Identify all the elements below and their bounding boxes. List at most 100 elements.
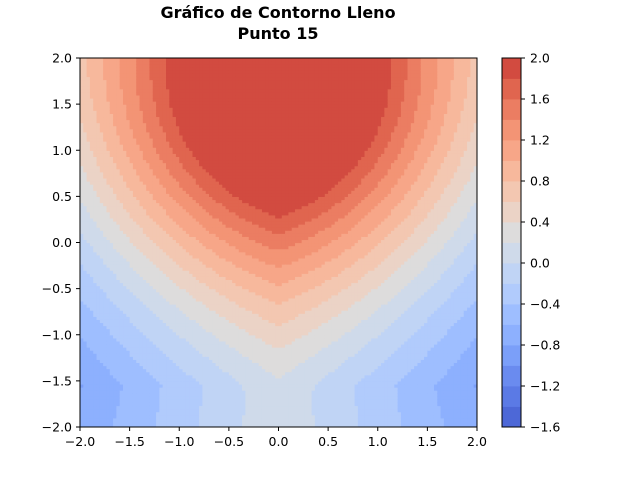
contour-cell [80,184,84,188]
contour-cell [103,411,108,416]
contour-cell [83,79,88,84]
contour-cell [123,368,127,373]
contour-cell [116,85,121,90]
contour-cell [89,137,94,142]
contour-cell [83,70,88,74]
contour-cell [103,193,108,197]
contour-cell [129,393,134,397]
contour-cell [99,134,104,139]
contour-cell [83,393,88,397]
contour-cell [83,257,88,262]
contour-cell [116,356,121,360]
contour-cell [109,107,114,111]
contour-cell [113,113,117,118]
contour-cell [109,101,114,105]
contour-cell [106,110,111,114]
contour-cell [96,350,101,354]
contour-cell [119,334,124,339]
contour-cell [113,171,117,176]
contour-cell [80,310,84,314]
contour-cell [86,165,91,170]
contour-cell [86,110,91,114]
contour-cell [83,264,88,268]
chart-title-line-2: Punto 15 [238,24,319,43]
contour-cell [113,322,117,327]
contour-cell [123,196,127,201]
contour-cell [113,227,117,231]
contour-cell [109,171,114,176]
contour-cell [93,214,98,219]
contour-cell [83,174,88,179]
contour-cell [93,353,98,357]
contour-cell [109,196,114,201]
contour-cell [113,193,117,197]
contour-cell [89,113,94,118]
contour-cell [116,417,121,422]
contour-cell [83,153,88,157]
contour-cell [89,254,94,259]
contour-cell [116,291,121,296]
contour-cell [113,365,117,370]
contour-cell [119,224,124,228]
contour-cell [109,227,114,231]
contour-cell [96,208,101,213]
contour-cell [80,131,84,136]
contour-cell [99,236,104,241]
contour-cell [83,97,88,102]
contour-cell [129,214,134,219]
contour-cell [106,137,111,142]
contour-cell [106,82,111,87]
contour-cell [103,116,108,121]
contour-cell [126,380,131,385]
contour-cell [80,202,84,207]
contour-cell [132,267,137,271]
contour-cell [113,337,117,342]
contour-cell [80,168,84,173]
contour-cell [86,270,91,274]
contour-cell [113,387,117,391]
contour-cell [123,319,127,324]
contour-cell [106,356,111,360]
contour-cell [132,257,137,262]
contour-cell [96,184,101,188]
contour-cell [119,193,124,197]
contour-cell [96,205,101,210]
contour-cell [119,97,124,102]
contour-cell [129,273,134,277]
contour-cell [86,208,91,213]
contour-cell [106,193,111,197]
contour-cell [113,91,117,96]
contour-cell [99,319,104,324]
contour-cell [89,297,94,302]
contour-cell [80,211,84,216]
contour-cell [113,217,117,222]
contour-cell [89,217,94,222]
contour-cell [123,291,127,296]
contour-cell [126,147,131,151]
contour-cell [126,224,131,228]
contour-cell [99,97,104,102]
contour-cell [103,365,108,370]
contour-cell [99,310,104,314]
contour-cell [113,340,117,345]
contour-cell [89,245,94,250]
contour-cell [103,374,108,379]
contour-cell [83,150,88,154]
contour-cell [116,347,121,351]
contour-cell [123,85,127,90]
contour-cell [89,405,94,410]
contour-cell [119,362,124,367]
contour-cell [106,408,111,413]
contour-cell [83,165,88,170]
contour-cell [93,97,98,102]
contour-cell [129,251,134,256]
contour-cell [103,399,108,403]
contour-cell [119,359,124,364]
contour-cell [86,322,91,327]
contour-cell [103,257,108,262]
contour-cell [89,119,94,124]
contour-cell [86,88,91,93]
contour-cell [86,297,91,302]
contour-cell [132,304,137,308]
contour-cell [113,377,117,382]
